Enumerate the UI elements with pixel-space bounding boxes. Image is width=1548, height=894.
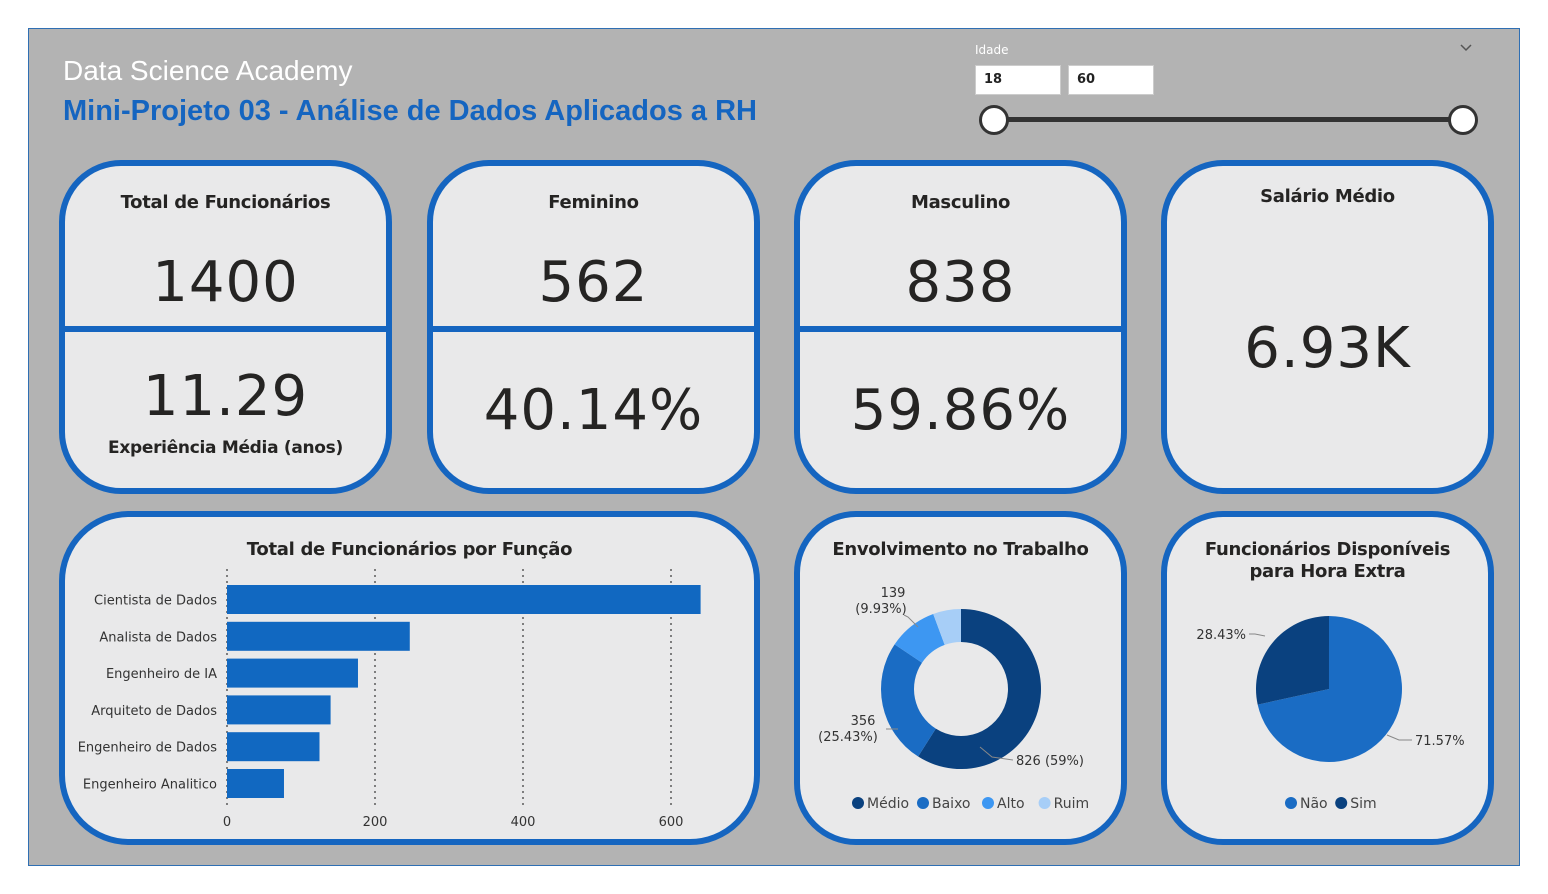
- donut-slice: [894, 613, 945, 663]
- chart-title: Total de Funcionários por Função: [246, 539, 573, 560]
- data-label: (25.43%): [818, 730, 878, 745]
- category-label: Engenheiro de IA: [106, 667, 217, 682]
- kpi-percentage: 59.86%: [850, 378, 1071, 443]
- leader-line: [979, 746, 1014, 761]
- pie-slice: [1257, 616, 1402, 762]
- org-name: Data Science Academy: [63, 55, 353, 86]
- slider-handle-min[interactable]: [979, 105, 1009, 135]
- category-label: Arquiteto de Dados: [91, 704, 217, 719]
- kpi-card-male: Masculino 838 59.86%: [794, 160, 1127, 494]
- kpi-title: Masculino: [910, 192, 1011, 213]
- donut-slice: [881, 644, 936, 757]
- bar: [227, 695, 331, 725]
- kpi-card-total: Total de Funcionários 1400 11.29 Experiê…: [59, 160, 392, 494]
- kpi-card-salary: Salário Médio 6.93K: [1161, 160, 1494, 494]
- data-label: 28.43%: [1196, 628, 1246, 643]
- chart-title: Envolvimento no Trabalho: [832, 539, 1089, 560]
- donut-slice: [918, 609, 1041, 769]
- category-label: Engenheiro de Dados: [78, 741, 218, 756]
- kpi-divider: [65, 326, 386, 332]
- age-max-input[interactable]: 60: [1068, 65, 1154, 95]
- data-label: 356: [851, 714, 876, 729]
- legend-marker: [852, 797, 864, 809]
- slider-handle-max[interactable]: [1448, 105, 1478, 135]
- bar-chart: 0 200 400 600 Cientista de Dados Analista de …: [78, 569, 701, 830]
- kpi-value: 838: [905, 250, 1016, 315]
- bar: [227, 658, 358, 688]
- page-title: Mini-Projeto 03 - Análise de Dados Aplic…: [63, 95, 757, 127]
- pie-chart: 71.57% 28.43% Não Sim: [1196, 616, 1465, 812]
- pie-slice: [1256, 616, 1329, 705]
- legend-marker: [982, 797, 994, 809]
- legend-marker: [1038, 797, 1051, 809]
- kpi-value: 6.93K: [1244, 316, 1411, 381]
- legend-label: Alto: [997, 796, 1025, 812]
- kpi-value: 1400: [152, 250, 299, 315]
- kpi-divider: [433, 326, 754, 332]
- donut-chart: 826 (59%) 356(25.43%) 139(9.93%) Médio Baixo…: [818, 586, 1090, 812]
- pie-chart-card: Funcionários Disponíveis para Hora Extra…: [1161, 511, 1494, 845]
- donut-chart-card: Envolvimento no Trabalho 826 (59%) 356 (25…: [794, 511, 1127, 845]
- category-label: Cientista de Dados: [94, 594, 217, 609]
- legend-label: Não: [1300, 796, 1328, 812]
- category-label: Engenheiro Analitico: [83, 778, 217, 793]
- donut-slice: [933, 609, 961, 645]
- kpi-divider: [800, 326, 1121, 332]
- kpi-title: Feminino: [548, 192, 639, 213]
- legend-label: Sim: [1350, 796, 1376, 812]
- kpi-title: Salário Médio: [1260, 186, 1395, 207]
- legend-marker: [1335, 797, 1348, 809]
- bar: [227, 621, 410, 651]
- legend-marker: [1285, 797, 1297, 809]
- data-label: (9.93%): [855, 602, 906, 617]
- bar: [227, 585, 701, 614]
- leader-line: [903, 614, 919, 628]
- data-label: 139: [881, 586, 906, 601]
- chevron-down-icon[interactable]: [1459, 43, 1473, 53]
- leader-line: [1386, 734, 1412, 741]
- legend-label: Médio: [867, 796, 909, 812]
- age-min-input[interactable]: 18: [975, 65, 1061, 95]
- data-label: 71.57%: [1415, 734, 1465, 749]
- kpi-title: Total de Funcionários: [120, 192, 331, 213]
- kpi-sub-value: 11.29: [142, 364, 309, 429]
- chart-title: Funcionários Disponíveis para Hora Extra: [1204, 539, 1451, 582]
- legend-marker: [917, 797, 929, 809]
- bar: [227, 732, 320, 762]
- x-tick-label: 200: [363, 815, 388, 830]
- x-tick-label: 400: [511, 815, 536, 830]
- kpi-value: 562: [538, 250, 649, 315]
- kpi-card-female: Feminino 562 40.14%: [427, 160, 760, 494]
- kpi-percentage: 40.14%: [483, 378, 704, 443]
- legend-label: Baixo: [932, 796, 971, 812]
- legend-label: Ruim: [1054, 796, 1090, 812]
- kpi-sub-label: Experiência Média (anos): [108, 438, 343, 458]
- x-tick-label: 600: [659, 815, 684, 830]
- category-label: Analista de Dados: [99, 630, 217, 645]
- bar-chart-card: Total de Funcionários por Função 0 200 400…: [59, 511, 760, 845]
- bar: [227, 769, 284, 798]
- x-tick-label: 0: [223, 815, 231, 830]
- slider-track[interactable]: [993, 117, 1463, 122]
- age-slicer: Idade 18 60: [975, 43, 1485, 153]
- data-label: 826 (59%): [1016, 754, 1084, 769]
- slicer-label: Idade: [975, 43, 1009, 57]
- dashboard-canvas: Data Science Academy Mini-Projeto 03 - A…: [28, 28, 1520, 866]
- leader-line: [1249, 633, 1266, 637]
